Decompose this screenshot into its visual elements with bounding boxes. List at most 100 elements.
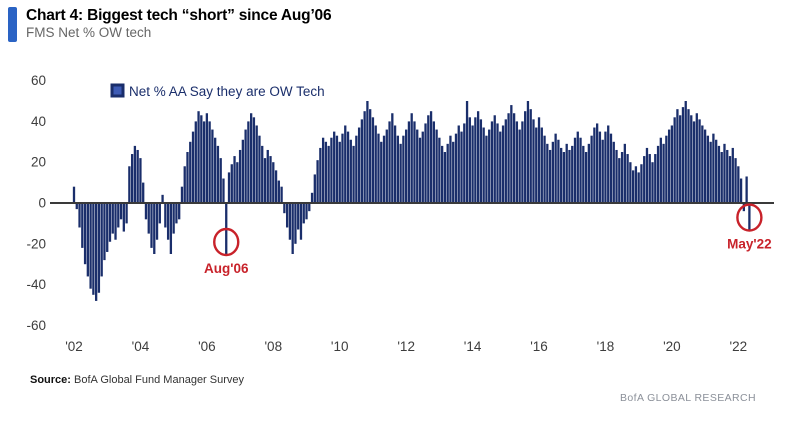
bar xyxy=(488,129,491,203)
bar xyxy=(587,143,590,203)
bar xyxy=(214,137,217,203)
y-tick-label: -40 xyxy=(26,277,46,292)
x-tick-label: '08 xyxy=(264,339,282,354)
bar xyxy=(726,149,729,203)
bar xyxy=(100,203,103,277)
bar xyxy=(363,111,366,203)
bar xyxy=(424,123,427,203)
bar xyxy=(172,203,175,234)
bar xyxy=(460,131,463,203)
bar xyxy=(150,203,153,248)
x-tick-label: '20 xyxy=(663,339,681,354)
bar xyxy=(191,131,195,203)
bar xyxy=(158,203,161,224)
bar xyxy=(92,203,95,295)
bar xyxy=(316,160,319,203)
bar xyxy=(565,143,568,203)
bar xyxy=(640,164,643,203)
bar xyxy=(648,154,651,203)
bar xyxy=(535,127,538,203)
bar xyxy=(507,113,510,203)
bar xyxy=(302,203,305,224)
bar xyxy=(202,121,206,203)
bar xyxy=(266,149,269,203)
bar xyxy=(344,125,347,203)
bar xyxy=(485,135,488,203)
bar xyxy=(233,156,236,203)
bar xyxy=(125,203,128,224)
bar xyxy=(643,156,646,203)
bar xyxy=(712,133,715,203)
bar xyxy=(468,117,471,203)
bar xyxy=(175,203,178,224)
bar xyxy=(623,143,626,203)
bar xyxy=(667,129,671,203)
bar xyxy=(590,135,593,203)
bar xyxy=(78,203,81,228)
bar xyxy=(147,203,150,234)
bar xyxy=(338,141,341,203)
bar xyxy=(698,119,701,203)
bar xyxy=(103,203,106,261)
bar xyxy=(607,125,610,203)
bar xyxy=(673,117,676,203)
bar xyxy=(582,145,585,203)
bar xyxy=(106,203,109,252)
bar xyxy=(402,135,405,203)
bar xyxy=(119,203,123,220)
bar xyxy=(258,135,261,203)
bar xyxy=(382,135,386,203)
bar xyxy=(687,109,690,203)
bar xyxy=(537,117,541,203)
bar xyxy=(139,158,142,203)
bar-chart-svg: 60 40 20 0 -20 -40 -60 '02 '04 '06 '08 '10 '12 '14 '16… xyxy=(26,73,774,354)
bar xyxy=(197,111,200,203)
bar xyxy=(211,129,214,203)
bar xyxy=(346,131,350,203)
bar xyxy=(596,123,599,203)
bar xyxy=(324,141,328,203)
bar xyxy=(236,162,239,203)
bar xyxy=(388,121,391,203)
bar xyxy=(261,145,264,203)
bar xyxy=(230,164,233,203)
bar xyxy=(720,152,723,203)
bar xyxy=(374,125,377,203)
bar xyxy=(216,145,220,203)
bar xyxy=(429,111,433,203)
bar xyxy=(416,129,419,203)
bar xyxy=(615,149,618,203)
bar xyxy=(518,129,521,203)
bar xyxy=(728,156,732,203)
bar xyxy=(86,203,89,277)
bar xyxy=(543,135,546,203)
brand-mark: BofA GLOBAL RESEARCH xyxy=(620,392,756,404)
bar xyxy=(97,203,101,293)
bar xyxy=(551,141,555,203)
bar xyxy=(250,113,253,203)
bar xyxy=(526,101,530,203)
bar xyxy=(435,129,438,203)
bar xyxy=(305,203,308,220)
bar xyxy=(418,137,422,203)
bar xyxy=(369,109,372,203)
bar xyxy=(501,125,505,203)
bar xyxy=(155,203,159,240)
bar xyxy=(321,137,325,203)
bar xyxy=(562,152,566,203)
bar xyxy=(164,203,167,228)
bar xyxy=(183,166,186,203)
bar xyxy=(629,162,632,203)
bar xyxy=(490,121,494,203)
bar xyxy=(560,147,563,203)
bar xyxy=(476,111,480,203)
bar xyxy=(136,149,139,203)
bar xyxy=(609,133,613,203)
x-tick-label: '12 xyxy=(397,339,415,354)
bar xyxy=(405,129,408,203)
bar xyxy=(659,137,662,203)
bar xyxy=(194,121,197,203)
bar xyxy=(443,152,447,203)
bar xyxy=(272,162,275,203)
bar xyxy=(283,203,286,214)
